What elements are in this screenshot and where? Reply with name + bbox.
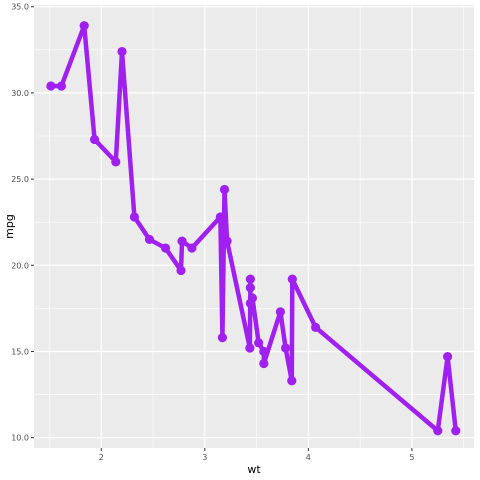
data-point (254, 338, 264, 348)
plot-panel (34, 5, 474, 448)
y-tick-label: 25.0 (11, 175, 29, 184)
data-point (245, 283, 255, 293)
data-point (311, 322, 321, 332)
y-tick-label: 10.0 (11, 434, 29, 443)
data-point (287, 376, 297, 386)
data-point (217, 333, 228, 343)
x-tick-label: 4 (306, 453, 311, 462)
data-point (259, 346, 269, 357)
y-tick-label: 30.0 (11, 89, 29, 98)
x-tick-label: 2 (99, 453, 104, 462)
x-axis: 2 3 4 5 (99, 448, 414, 462)
data-point (89, 134, 100, 145)
data-point (433, 426, 443, 436)
data-point (111, 157, 121, 167)
data-point (280, 343, 291, 353)
data-point (46, 81, 56, 91)
major-gridlines (34, 5, 474, 448)
minor-gridlines (34, 5, 474, 448)
y-tick-label: 35.0 (11, 3, 29, 12)
y-tick-label: 20.0 (11, 261, 29, 270)
y-tick-label: 15.0 (11, 347, 29, 356)
data-point (245, 343, 255, 353)
data-point (259, 358, 269, 369)
data-point (79, 21, 89, 31)
y-axis-title: mpg (3, 214, 16, 239)
data-point (219, 184, 230, 195)
y-axis: 10.0 15.0 20.0 25.0 30.0 35.0 (11, 3, 34, 443)
data-point (129, 212, 140, 222)
data-point (443, 352, 453, 362)
series-layer (46, 21, 461, 436)
data-point (247, 293, 258, 303)
data-point (117, 46, 127, 57)
data-point (187, 243, 197, 253)
data-point (287, 274, 297, 284)
x-tick-label: 3 (202, 453, 207, 462)
x-tick-label: 5 (409, 453, 414, 462)
data-point (160, 243, 171, 253)
data-point (144, 234, 155, 245)
series-line (48, 23, 459, 434)
data-point (275, 307, 285, 317)
data-point (177, 236, 187, 246)
data-point (245, 274, 255, 284)
data-point (56, 81, 67, 91)
data-point (222, 236, 232, 246)
data-point (176, 265, 186, 276)
x-axis-title: wt (247, 463, 261, 476)
data-point (451, 426, 461, 436)
data-point (215, 212, 225, 222)
